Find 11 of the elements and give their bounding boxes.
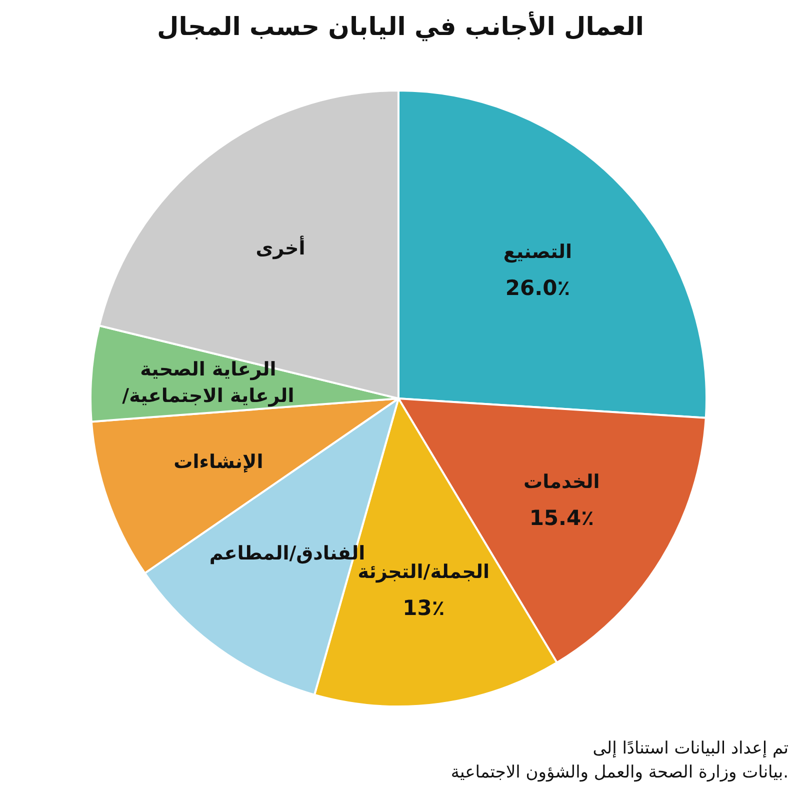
slice-label: الرعاية الصحية /الرعاية الاجتماعية <box>122 358 294 408</box>
data-label: 13٪ <box>402 596 445 620</box>
slice-label: الإنشاءات <box>174 451 264 474</box>
slice-label: الخدمات <box>523 470 600 493</box>
chart-title: العمال الأجانب في اليابان حسب المجال <box>157 11 644 42</box>
slice-label: التصنيع <box>503 240 572 263</box>
slice-label: أخرى <box>256 235 306 260</box>
slice-label: الجملة/التجزئة <box>358 560 490 583</box>
text: تم إعداد البيانات استنادًا إلى بيانات وزارة الصحة والعمل والشؤون الاجتماعية. <box>450 738 789 782</box>
data-label: 26.0٪ <box>505 276 570 300</box>
data-label: 15.4٪ <box>529 506 594 530</box>
